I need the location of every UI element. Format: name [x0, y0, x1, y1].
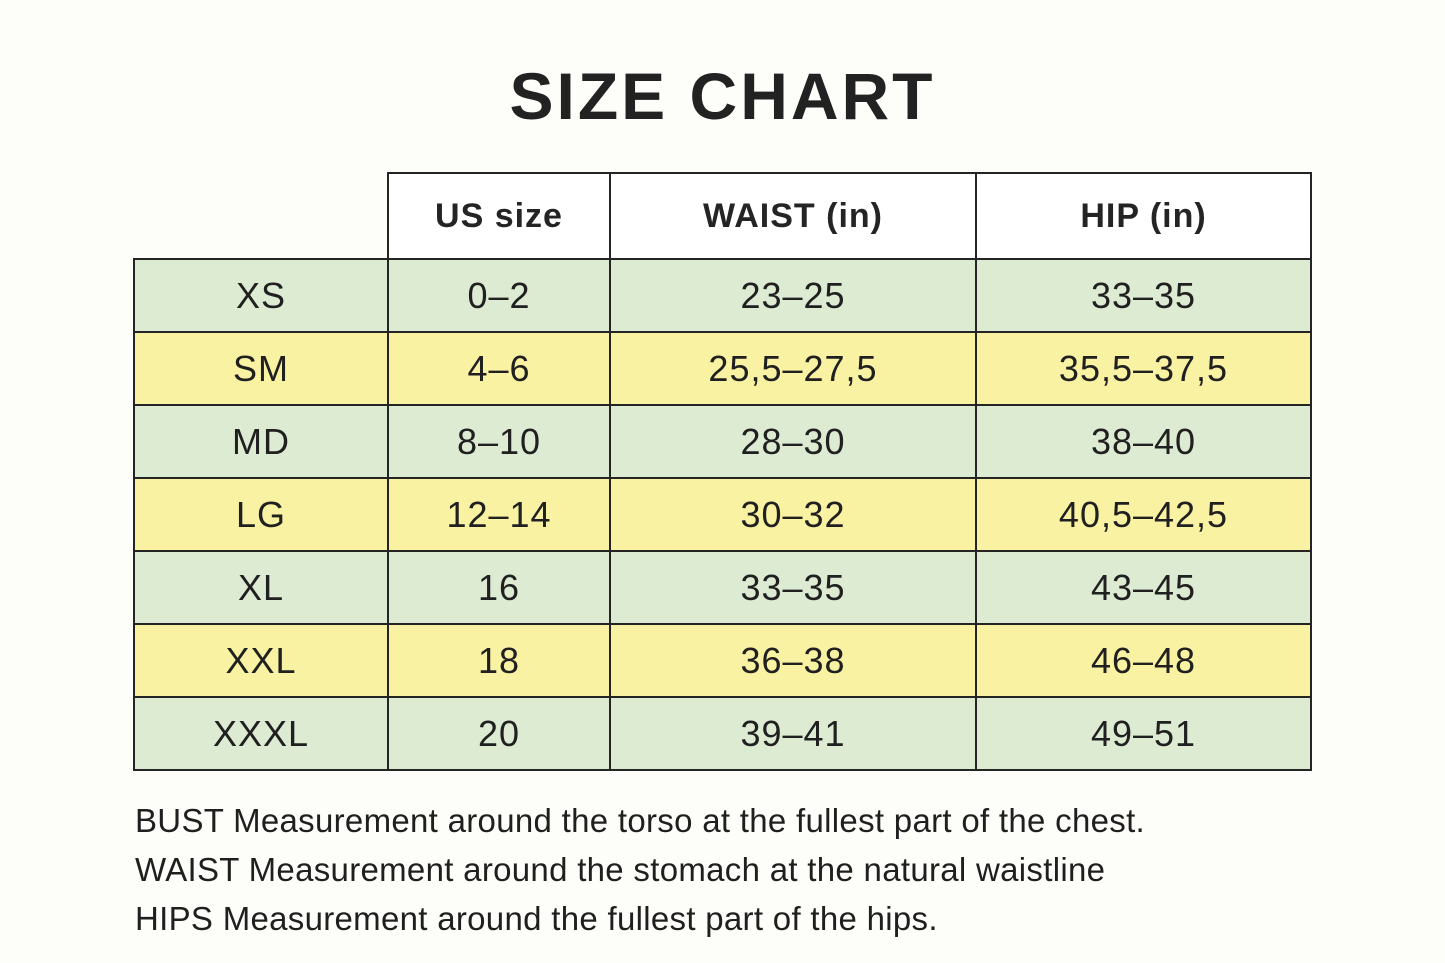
hip-value: 49–51	[975, 696, 1312, 771]
waist-value: 30–32	[609, 477, 977, 552]
waist-value: 23–25	[609, 258, 977, 333]
size-label: MD	[133, 404, 389, 479]
page-title: SIZE CHART	[509, 59, 936, 133]
hip-value: 40,5–42,5	[975, 477, 1312, 552]
us-size-value: 16	[387, 550, 611, 625]
size-label: XL	[133, 550, 389, 625]
note-waist: WAIST Measurement around the stomach at …	[135, 851, 1106, 888]
table-row-xxxl: XXXL 20 39–41 49–51	[133, 696, 1312, 771]
us-size-value: 12–14	[387, 477, 611, 552]
waist-value: 25,5–27,5	[609, 331, 977, 406]
size-label: SM	[133, 331, 389, 406]
table-row-xxl: XXL 18 36–38 46–48	[133, 623, 1312, 698]
hip-value: 38–40	[975, 404, 1312, 479]
us-size-value: 4–6	[387, 331, 611, 406]
size-label: LG	[133, 477, 389, 552]
header-row: US size WAIST (in) HIP (in)	[134, 172, 1312, 260]
us-size-value: 8–10	[387, 404, 611, 479]
note-hips: HIPS Measurement around the fullest part…	[135, 900, 938, 937]
header-blank-cell	[134, 173, 388, 259]
us-size-value: 0–2	[387, 258, 611, 333]
size-label: XXL	[133, 623, 389, 698]
waist-value: 36–38	[609, 623, 977, 698]
waist-value: 33–35	[609, 550, 977, 625]
hip-value: 35,5–37,5	[975, 331, 1312, 406]
size-chart-table: US size WAIST (in) HIP (in) XS 0–2 23–25…	[133, 172, 1312, 771]
size-label: XXXL	[133, 696, 389, 771]
note-bust: BUST Measurement around the torso at the…	[135, 802, 1146, 839]
waist-value: 39–41	[609, 696, 977, 771]
measurement-notes: BUST Measurement around the torso at the…	[135, 796, 1145, 943]
waist-value: 28–30	[609, 404, 977, 479]
table-row-xs: XS 0–2 23–25 33–35	[133, 258, 1312, 333]
header-hip: HIP (in)	[975, 172, 1312, 260]
table-row-xl: XL 16 33–35 43–45	[133, 550, 1312, 625]
hip-value: 43–45	[975, 550, 1312, 625]
hip-value: 46–48	[975, 623, 1312, 698]
header-waist: WAIST (in)	[609, 172, 977, 260]
header-us-size: US size	[387, 172, 611, 260]
us-size-value: 20	[387, 696, 611, 771]
hip-value: 33–35	[975, 258, 1312, 333]
table-row-md: MD 8–10 28–30 38–40	[133, 404, 1312, 479]
size-label: XS	[133, 258, 389, 333]
table-row-lg: LG 12–14 30–32 40,5–42,5	[133, 477, 1312, 552]
table-row-sm: SM 4–6 25,5–27,5 35,5–37,5	[133, 331, 1312, 406]
us-size-value: 18	[387, 623, 611, 698]
